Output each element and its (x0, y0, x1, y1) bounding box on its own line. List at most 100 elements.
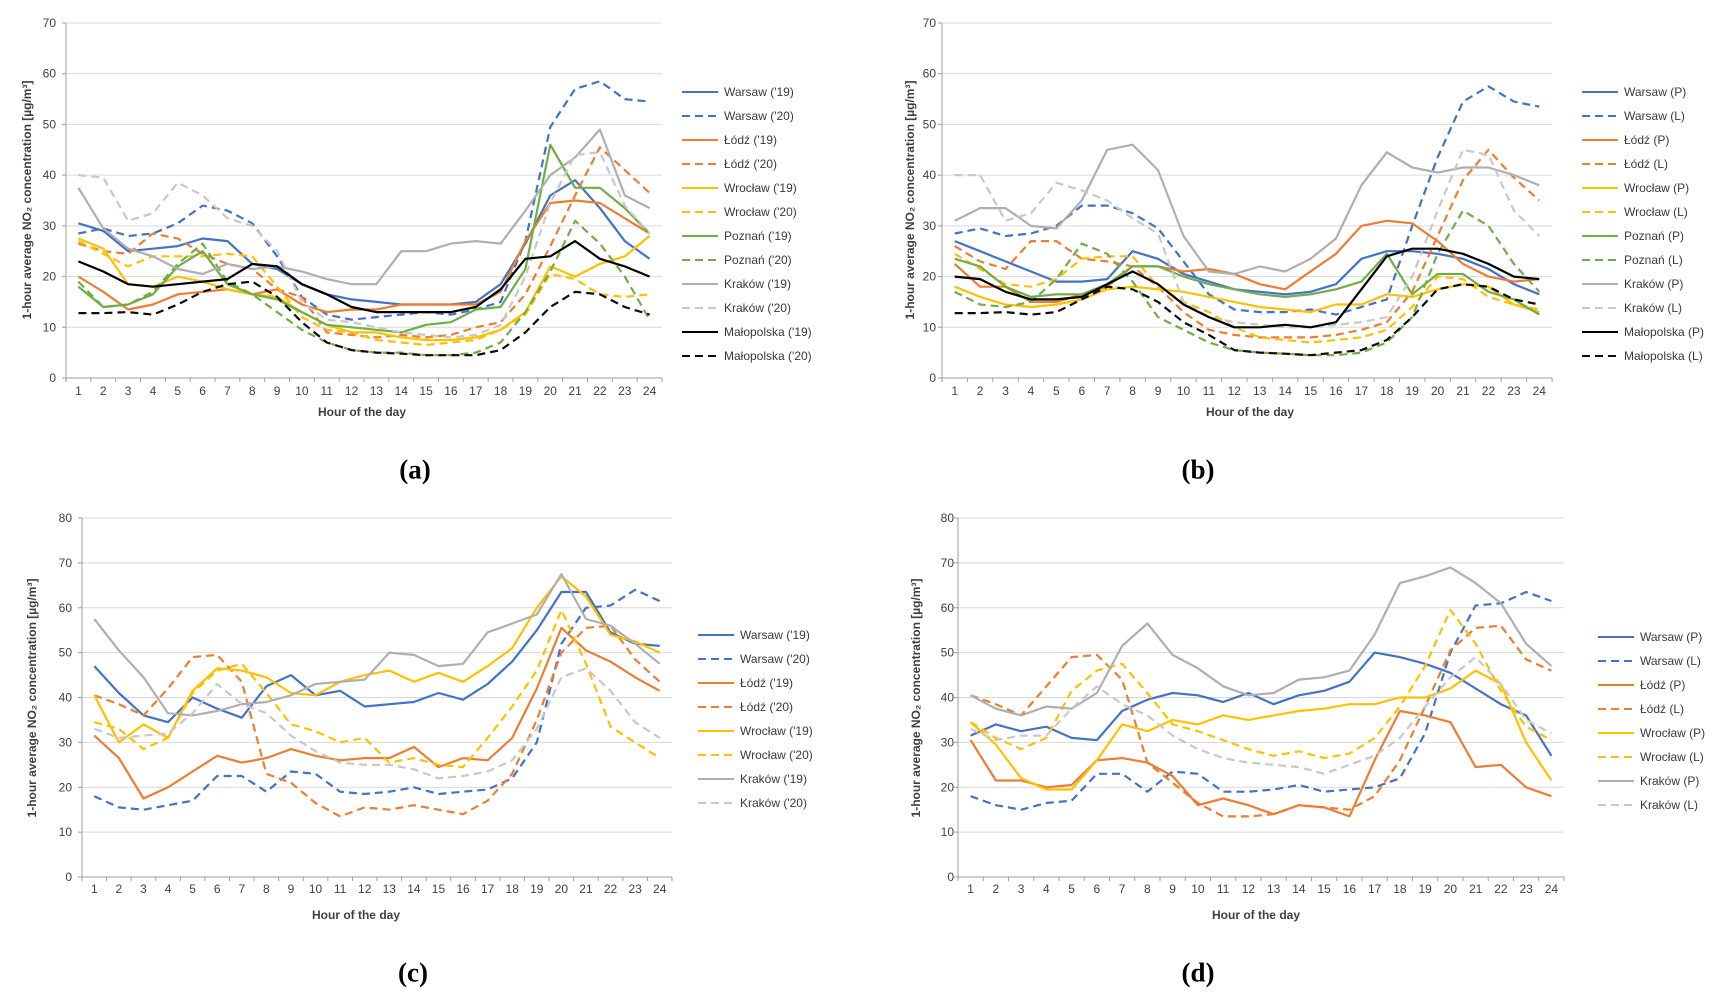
x-tick-label: 23 (618, 384, 632, 398)
y-tick-label: 0 (65, 870, 72, 884)
legend-line-sample (1582, 234, 1618, 238)
legend-item-ma-opolska-19: Małopolska ('19) (682, 320, 812, 344)
series-krak-w-19 (77, 128, 651, 286)
legend-line-sample (682, 258, 718, 262)
x-tick-label: 15 (432, 882, 446, 896)
x-tick-label: 11 (321, 384, 334, 398)
legend-line-sample (698, 633, 734, 637)
legend-line-sample (1582, 186, 1618, 190)
y-tick-label: 20 (43, 270, 57, 284)
x-tick-label: 17 (469, 384, 483, 398)
legend-item-warsaw-19: Warsaw ('19) (682, 80, 812, 104)
series-wroc-aw-20 (94, 608, 661, 769)
series-ma-opolska-p (954, 247, 1540, 329)
legend-line-sample (682, 186, 718, 190)
legend-item-krak-w-l: Kraków (L) (1598, 793, 1705, 817)
y-tick-label: 50 (43, 117, 57, 131)
y-tick-label: 50 (941, 646, 955, 660)
legend-label: Kraków (P) (1640, 774, 1700, 788)
series-krak-w-20 (78, 151, 651, 339)
x-tick-label: 1 (91, 882, 98, 896)
x-tick-label: 21 (568, 384, 582, 398)
x-tick-label: 16 (1343, 882, 1357, 896)
x-tick-label: 15 (1304, 384, 1318, 398)
legend-label: Łódź ('20) (724, 157, 777, 171)
series-pozna-20 (77, 219, 651, 357)
series-wroc-aw-l (970, 608, 1552, 760)
y-tick-label: 50 (59, 646, 73, 660)
x-tick-label: 9 (1169, 882, 1176, 896)
legend-item-wroc-aw-19: Wrocław ('19) (698, 719, 813, 743)
panel-d: 0 10 20 30 40 50 60 70 80 1 2 3 4 5 6 7 8 9 10 11 12 13 14 15 16… (860, 500, 1717, 1008)
legend-line-sample (1598, 755, 1634, 759)
x-tick-label: 14 (407, 882, 421, 896)
y-tick-label: 30 (43, 219, 57, 233)
legend-label: Warsaw (L) (1640, 654, 1701, 668)
y-tick-label: 60 (941, 601, 955, 615)
x-tick-label: 11 (1203, 384, 1216, 398)
y-tick-label: 60 (923, 67, 937, 81)
y-tick-label: 40 (59, 691, 73, 705)
legend-label: Poznań ('20) (724, 253, 792, 267)
legend-line-sample (1582, 282, 1618, 286)
series-wroc-aw-p (954, 283, 1540, 314)
panel-b: 0 10 20 30 40 50 60 70 1 2 3 4 5 6 7 8 9 10 11 12 13 14 15 16 17… (860, 0, 1717, 500)
legend-label: Małopolska (P) (1624, 325, 1705, 339)
legend-line-sample (1582, 210, 1618, 214)
legend-label: Wrocław ('20) (724, 205, 797, 219)
x-tick-label: 13 (370, 384, 384, 398)
x-tick-label: 7 (224, 384, 231, 398)
y-tick-label: 60 (59, 601, 73, 615)
legend-item-krak-w-20: Kraków ('20) (698, 791, 813, 815)
x-tick-label: 23 (1519, 882, 1533, 896)
legend-label: Wrocław (L) (1624, 205, 1688, 219)
legend-item-krak-w-l: Kraków (L) (1582, 296, 1704, 320)
legend-line-sample (1598, 659, 1634, 663)
y-tick-label: 10 (59, 825, 73, 839)
y-axis-title: 1-hour average NO₂ concentration [µg/m³] (903, 80, 917, 320)
x-tick-label: 20 (1431, 384, 1445, 398)
legend-label: Wrocław (P) (1640, 726, 1706, 740)
x-tick-label: 8 (249, 384, 256, 398)
legend-label: Warsaw ('19) (740, 628, 810, 642)
legend-item-warsaw-l: Warsaw (L) (1598, 649, 1705, 673)
x-tick-label: 11 (334, 882, 347, 896)
series-warsaw-l (970, 590, 1552, 811)
y-axis-title: 1-hour average NO₂ concentration [µg/m³] (20, 80, 34, 320)
legend-label: Wrocław ('19) (740, 724, 813, 738)
legend-item-ma-opolska-l: Małopolska (L) (1582, 344, 1704, 368)
x-tick-label: 12 (1242, 882, 1256, 896)
x-tick-label: 2 (100, 384, 107, 398)
x-tick-label: 20 (1444, 882, 1458, 896)
x-tick-label: 4 (1028, 384, 1035, 398)
series-krak-w-19 (93, 572, 661, 717)
legend-item-krak-w-p: Kraków (P) (1598, 769, 1705, 793)
legend-line-sample (698, 753, 734, 757)
x-tick-label: 9 (288, 882, 295, 896)
legend-item-pozna-20: Poznań ('20) (682, 248, 812, 272)
series-wroc-aw-19 (77, 235, 651, 342)
panel-caption-d: (d) (1181, 957, 1215, 988)
x-tick-label: 9 (274, 384, 281, 398)
legend-item-wroc-aw-l: Wrocław (L) (1582, 200, 1704, 224)
x-tick-label: 5 (1068, 882, 1075, 896)
y-tick-label: 10 (923, 320, 937, 334)
legend-label: Kraków ('19) (740, 772, 807, 786)
legend-item-d-p: Łódź (P) (1598, 673, 1705, 697)
legend-line-sample (682, 330, 718, 334)
legend: Warsaw (P) Warsaw (L) Łódź (P) Łódź (L) Wroc… (1582, 80, 1704, 368)
x-tick-label: 10 (1191, 882, 1205, 896)
x-tick-label: 7 (238, 882, 245, 896)
x-tick-label: 21 (1456, 384, 1470, 398)
x-tick-label: 24 (643, 384, 657, 398)
series-krak-w-l (954, 148, 1541, 329)
y-tick-label: 20 (923, 270, 937, 284)
y-axis-title: 1-hour average NO₂ concentration [µg/m³] (909, 578, 923, 818)
x-tick-label: 13 (1253, 384, 1267, 398)
legend-line-sample (1582, 306, 1618, 310)
x-tick-label: 1 (951, 384, 958, 398)
panel-a: 0 10 20 30 40 50 60 70 1 2 3 4 5 6 7 8 9 10 11 12 13 14 15 16 17… (0, 0, 830, 500)
